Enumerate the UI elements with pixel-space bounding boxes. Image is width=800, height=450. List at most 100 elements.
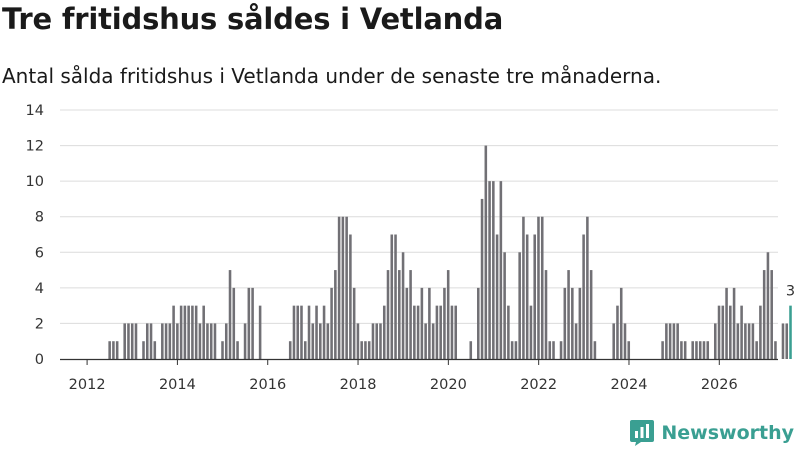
bar <box>702 341 706 359</box>
bar <box>330 287 333 359</box>
bar <box>168 323 172 359</box>
bar <box>770 270 773 359</box>
bar <box>522 216 525 359</box>
newsworthy-logo[interactable]: Newsworthy <box>629 419 794 447</box>
bar <box>454 305 458 359</box>
bar <box>736 323 740 359</box>
bar <box>450 305 454 359</box>
bar <box>495 234 499 359</box>
bar <box>247 287 251 359</box>
bar <box>161 323 164 359</box>
bar <box>755 341 758 359</box>
y-tick-label: 4 <box>35 281 44 297</box>
bar <box>439 305 442 359</box>
bar <box>360 341 363 359</box>
bar <box>762 270 766 359</box>
bar <box>514 341 518 359</box>
bar <box>307 305 311 359</box>
bar <box>371 323 375 359</box>
x-tick-label: 2026 <box>701 377 738 393</box>
bar <box>672 323 676 359</box>
bar <box>401 252 405 359</box>
bar <box>115 341 119 359</box>
y-tick-label: 14 <box>26 103 44 119</box>
bar <box>488 181 491 359</box>
bar <box>228 270 232 359</box>
bar <box>164 323 168 359</box>
bar <box>236 341 239 359</box>
bar <box>446 270 450 359</box>
bar <box>661 341 664 359</box>
highlight-bar <box>789 305 792 359</box>
bar <box>582 234 585 359</box>
bar <box>303 341 307 359</box>
bar <box>665 323 668 359</box>
bar <box>548 341 552 359</box>
bar <box>544 270 548 359</box>
bar <box>428 287 431 359</box>
bar <box>179 305 183 359</box>
bar <box>349 234 352 359</box>
bar <box>507 305 510 359</box>
bar <box>296 305 300 359</box>
bar <box>431 323 435 359</box>
bar <box>398 270 401 359</box>
bar <box>503 252 506 359</box>
bar <box>744 323 747 359</box>
bar <box>492 181 495 359</box>
bar <box>413 305 416 359</box>
bar <box>698 341 702 359</box>
bar <box>593 341 597 359</box>
bar <box>420 287 424 359</box>
bar <box>367 341 371 359</box>
bar <box>574 323 578 359</box>
bar <box>221 341 224 359</box>
bar <box>382 305 386 359</box>
bar <box>540 216 544 359</box>
bar <box>469 341 473 359</box>
bar <box>191 305 194 359</box>
bar <box>364 341 367 359</box>
x-tick-label: 2020 <box>430 377 467 393</box>
bar <box>499 181 503 359</box>
bar <box>315 305 318 359</box>
bar <box>416 305 420 359</box>
bar <box>721 305 725 359</box>
gridlines <box>60 109 778 324</box>
bar <box>586 216 589 359</box>
bar <box>781 323 785 359</box>
bar <box>209 323 213 359</box>
y-tick-label: 6 <box>35 245 44 261</box>
chart-subtitle: Antal sålda fritidshus i Vetlanda under … <box>2 64 662 88</box>
bar <box>375 323 379 359</box>
bar <box>334 270 337 359</box>
chart-title: Tre fritidshus såldes i Vetlanda <box>2 2 504 36</box>
bar <box>176 323 179 359</box>
bar <box>251 287 254 359</box>
bar <box>394 234 397 359</box>
bar <box>405 287 409 359</box>
bar <box>627 341 631 359</box>
x-tick-label: 2016 <box>249 377 286 393</box>
bar <box>142 341 145 359</box>
bar <box>616 305 619 359</box>
bar <box>288 341 292 359</box>
bar <box>337 216 341 359</box>
bar <box>153 341 157 359</box>
bar <box>198 323 202 359</box>
bar <box>123 323 126 359</box>
bar <box>713 323 717 359</box>
labels: 0 2 4 6 8 10 12 14 3 2012 2014 2016 2018 2020 2022 2024… <box>26 103 796 393</box>
bar <box>706 341 710 359</box>
bar <box>518 252 521 359</box>
bar <box>759 305 762 359</box>
x-tick-label: 2024 <box>611 377 648 393</box>
bar <box>356 323 360 359</box>
x-tick-label: 2018 <box>340 377 377 393</box>
bar <box>484 145 488 359</box>
newsworthy-logo-icon <box>630 420 655 446</box>
bar <box>766 252 770 359</box>
bar <box>206 323 209 359</box>
newsworthy-logo-text: Newsworthy <box>661 422 794 444</box>
bar <box>510 341 514 359</box>
